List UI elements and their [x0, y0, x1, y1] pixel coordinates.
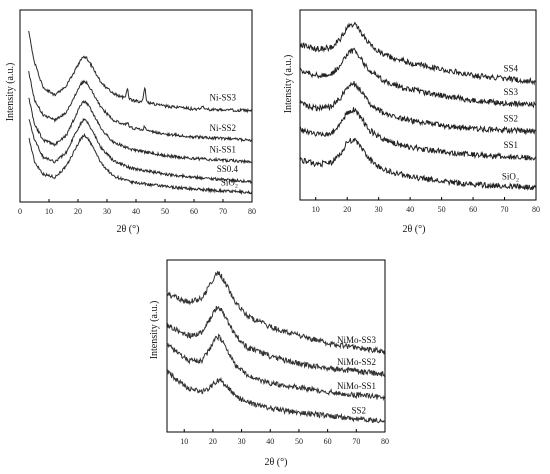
series-line-sio-	[28, 132, 253, 196]
x-ticks: 0 10 20 30 40 50 60 70 80	[18, 199, 256, 216]
y-axis-label: Intensity (a.u.)	[149, 301, 160, 360]
series-labels: SiO₂ SS1 SS2 SS3 SS4	[502, 64, 519, 182]
y-axis-label: Intensity (a.u.)	[283, 55, 294, 114]
series-labels: SS2 NiMo-SS1 NiMo-SS2 NiMo-SS3	[337, 335, 377, 416]
x-tick-label: 30	[238, 437, 246, 446]
x-tick-label: 60	[469, 205, 477, 214]
x-tick-label: 10	[180, 437, 188, 446]
x-tick-label: 80	[248, 207, 256, 216]
panel-top-left: SiO₂ SS0.4 Ni-SS1 Ni-SS2 Ni-SS3 0 10 20 30 40 50 6…	[5, 9, 256, 235]
x-tick-label: 0	[18, 207, 22, 216]
series-line-ni-ss2	[28, 70, 253, 143]
x-tick-label: 40	[266, 437, 274, 446]
series-labels: SiO₂ SS0.4 Ni-SS1 Ni-SS2 Ni-SS3	[209, 93, 238, 188]
x-tick-label: 70	[501, 205, 509, 214]
x-ticks: 10 20 30 40 50 60 70 80	[180, 429, 389, 446]
x-tick-label: 30	[375, 205, 383, 214]
series-line-ss2	[299, 81, 537, 136]
series-label: NiMo-SS2	[337, 357, 376, 367]
x-tick-label: 20	[74, 207, 82, 216]
x-tick-label: 60	[324, 437, 332, 446]
x-ticks: 10 20 30 40 50 60 70 80	[312, 197, 540, 214]
series-label: SS2	[351, 406, 366, 416]
series-line-ss1	[299, 107, 537, 161]
series-line-nimo-ss3	[166, 270, 386, 355]
x-tick-label: 50	[438, 205, 446, 214]
series-label: Ni-SS1	[209, 145, 236, 155]
series-label: Ni-SS2	[209, 123, 236, 133]
series-line-ni-ss1	[28, 97, 253, 165]
series-label: SiO₂	[502, 172, 519, 182]
x-tick-label: 80	[532, 205, 540, 214]
x-axis-label: 2θ (°)	[265, 457, 288, 468]
x-tick-label: 10	[45, 207, 53, 216]
x-tick-label: 70	[219, 207, 227, 216]
series-line-ss2	[166, 369, 386, 424]
series-label: SiO₂	[221, 178, 238, 188]
plot-frame	[166, 259, 386, 433]
series-label: SS2	[503, 114, 518, 124]
x-tick-label: 60	[190, 207, 198, 216]
x-tick-label: 40	[132, 207, 140, 216]
series-lines	[299, 21, 537, 191]
x-axis-label: 2θ (°)	[403, 224, 426, 235]
x-tick-label: 30	[103, 207, 111, 216]
x-axis-label: 2θ (°)	[117, 224, 140, 235]
series-lines	[166, 270, 386, 424]
series-label: SS0.4	[217, 164, 239, 174]
y-axis-label: Intensity (a.u.)	[5, 63, 16, 122]
series-label: SS1	[503, 140, 518, 150]
x-tick-label: 50	[161, 207, 169, 216]
panel-bottom: SS2 NiMo-SS1 NiMo-SS2 NiMo-SS3 10 20 30 40 50 60…	[149, 259, 389, 468]
series-line-ss0-4	[28, 117, 253, 185]
series-line-ss4	[299, 21, 537, 86]
series-line-ss3	[299, 47, 537, 109]
series-label: NiMo-SS3	[337, 335, 377, 345]
series-label: NiMo-SS1	[337, 381, 376, 391]
x-tick-label: 80	[381, 437, 389, 446]
x-tick-label: 40	[406, 205, 414, 214]
x-tick-label: 20	[343, 205, 351, 214]
series-label: Ni-SS3	[209, 93, 236, 103]
x-tick-label: 70	[352, 437, 360, 446]
x-tick-label: 20	[209, 437, 217, 446]
x-tick-label: 10	[312, 205, 320, 214]
series-line-nimo-ss2	[167, 306, 386, 379]
series-lines	[28, 30, 253, 196]
series-line-ni-ss3	[28, 30, 253, 114]
series-line-sio-	[299, 137, 537, 191]
x-tick-label: 50	[295, 437, 303, 446]
series-label: SS3	[503, 87, 518, 97]
panel-top-right: SiO₂ SS1 SS2 SS3 SS4 10 20 30 40 50 60 70 80 2θ (°)…	[283, 9, 540, 235]
series-label: SS4	[503, 64, 518, 74]
series-line-nimo-ss1	[166, 333, 386, 402]
